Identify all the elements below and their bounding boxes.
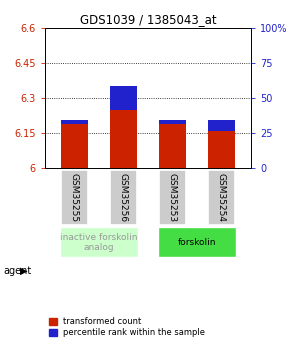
Bar (208, 170, 235, 225)
Text: GSM35255: GSM35255 (70, 172, 79, 222)
Bar (110, 86, 137, 168)
Title: GDS1039 / 1385043_at: GDS1039 / 1385043_at (79, 13, 216, 27)
Text: GSM35253: GSM35253 (168, 172, 177, 222)
Bar (159, 124, 186, 168)
Bar (61, 170, 88, 225)
Bar (159, 120, 186, 124)
Bar (208, 120, 235, 131)
Bar (110, 170, 137, 225)
Bar (61, 124, 88, 168)
Text: forskolin: forskolin (178, 238, 216, 247)
Text: GSM35256: GSM35256 (119, 172, 128, 222)
Text: GSM35254: GSM35254 (217, 172, 226, 221)
Bar (61, 120, 88, 124)
Text: inactive forskolin
analog: inactive forskolin analog (60, 233, 138, 252)
Bar (159, 170, 186, 225)
Text: ▶: ▶ (20, 266, 27, 276)
Bar (208, 131, 235, 168)
Bar (110, 86, 137, 110)
Bar (60, 227, 138, 257)
Legend: transformed count, percentile rank within the sample: transformed count, percentile rank withi… (49, 317, 205, 337)
Text: agent: agent (3, 266, 31, 276)
Bar (158, 227, 236, 257)
